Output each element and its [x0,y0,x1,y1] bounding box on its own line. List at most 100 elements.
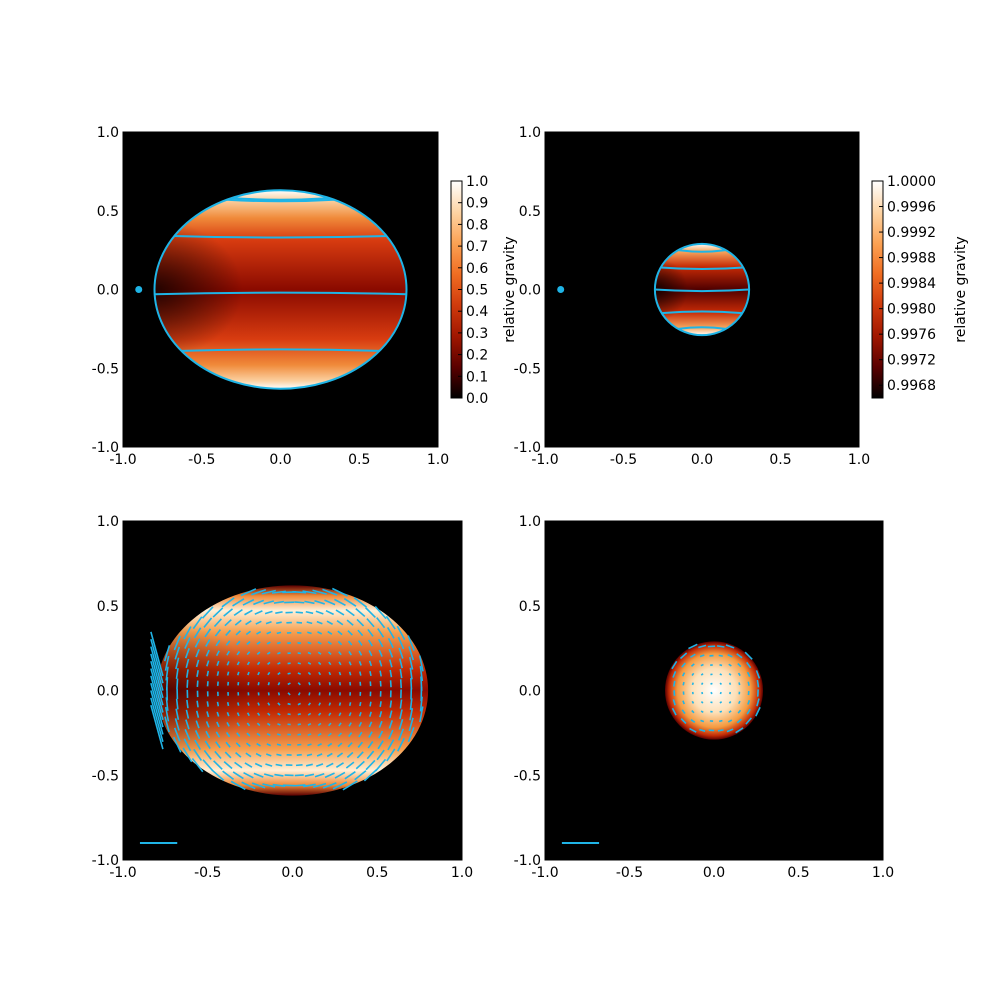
vector-tick [377,740,384,750]
vector-tick [175,698,179,710]
colorbar-tick-label: 0.9968 [887,378,936,394]
vector-tick [420,676,423,692]
vector-tick [287,672,291,675]
colorbar-label: relative gravity [953,236,969,342]
vector-tick [348,712,352,717]
vector-tick [681,662,686,668]
vector-tick [344,771,356,780]
vector-tick [410,678,413,690]
vector-tick [737,662,742,668]
vector-tick [236,732,241,737]
y-tick-label: 0.0 [97,684,119,700]
vector-tick [256,732,261,737]
vector-tick [365,607,376,618]
vector-tick [313,782,327,789]
vector-tick [348,661,352,666]
vector-tick [419,706,424,723]
vector-tick [328,702,332,706]
vector-tick [397,636,405,650]
colorbar-tick-label: 0.9984 [887,276,936,292]
plot-content [135,189,408,390]
vector-tick [689,727,697,733]
vector-tick [368,660,373,667]
colorbar-tick-label: 0.9 [466,196,488,212]
vector-tick [297,692,301,696]
y-tick-label: 0.0 [97,283,119,299]
vector-tick [682,700,685,705]
vector-tick [246,651,251,656]
colorbar-tick-label: 0.9996 [887,200,936,216]
x-tick-label: 1.0 [427,452,449,468]
vector-tick [316,753,323,757]
vector-tick [408,646,415,661]
vector-tick [700,710,704,713]
vector-tick [359,701,362,707]
vector-tick [232,598,245,607]
vector-tick [216,701,220,707]
vector-tick [700,673,704,676]
panel-bottom-right: 1000 ppm -1.0-1.0 -0.5 -0.5 0.0 0.0 0.5 0.5 1.0 1… [514,514,894,881]
vector-tick [164,655,170,671]
vector-tick [297,641,302,645]
colorbar-tick-label: 0.9988 [887,251,936,267]
vector-tick [287,682,291,686]
vector-tick [314,600,325,605]
vector-tick [308,692,311,696]
vector-tick [277,692,281,696]
y-tick-label: -1.0 [92,440,119,456]
vector-tick [253,599,265,606]
vector-tick [173,635,181,651]
vector-tick [307,733,312,736]
colorbar-tick-label: 0.9976 [887,327,936,343]
vector-tick [307,702,312,706]
vector-tick [717,729,724,732]
vector-tick [328,712,332,717]
vector-tick [236,722,240,727]
vector-tick [357,741,364,748]
vector-tick [407,635,415,651]
vector-tick [240,588,257,597]
star-outline [653,242,751,337]
vector-tick [719,691,722,695]
vector-tick [332,781,348,790]
vector-tick [744,651,753,660]
vector-tick [408,717,414,732]
vector-tick [345,761,355,769]
vector-tick [226,671,230,676]
vector-tick [337,640,343,646]
vector-tick [206,701,209,707]
vector-tick [226,650,230,656]
vector-tick [747,699,751,705]
vector-tick [356,618,365,627]
contour-line [677,326,727,330]
vector-tick [710,691,713,695]
vector-tick [201,606,214,619]
x-tick-label: 0.0 [703,865,725,881]
vector-tick [325,609,334,616]
vector-tick [681,672,686,677]
vector-tick [302,590,317,595]
vector-tick [164,706,170,722]
vector-tick [277,651,281,655]
x-tick-label: -1.0 [109,865,136,881]
vector-tick [226,661,230,666]
vector-tick [386,627,395,639]
vector-tick [194,739,202,750]
vector-tick [150,704,164,750]
vector-tick [338,671,342,676]
vector-tick [267,661,271,666]
x-tick-label: 0.0 [691,452,713,468]
vector-tick [193,627,202,639]
vector-tick [265,763,273,767]
vector-tick [224,619,232,627]
vector-tick [389,710,393,719]
vector-tick [232,771,244,780]
vector-tick [150,646,164,691]
vector-tick [359,671,362,676]
vector-tick [243,772,254,779]
vector-tick [747,681,750,686]
vector-tick [377,628,385,638]
vector-tick [343,597,357,607]
vector-tick [682,681,685,686]
vector-tick [719,673,723,676]
